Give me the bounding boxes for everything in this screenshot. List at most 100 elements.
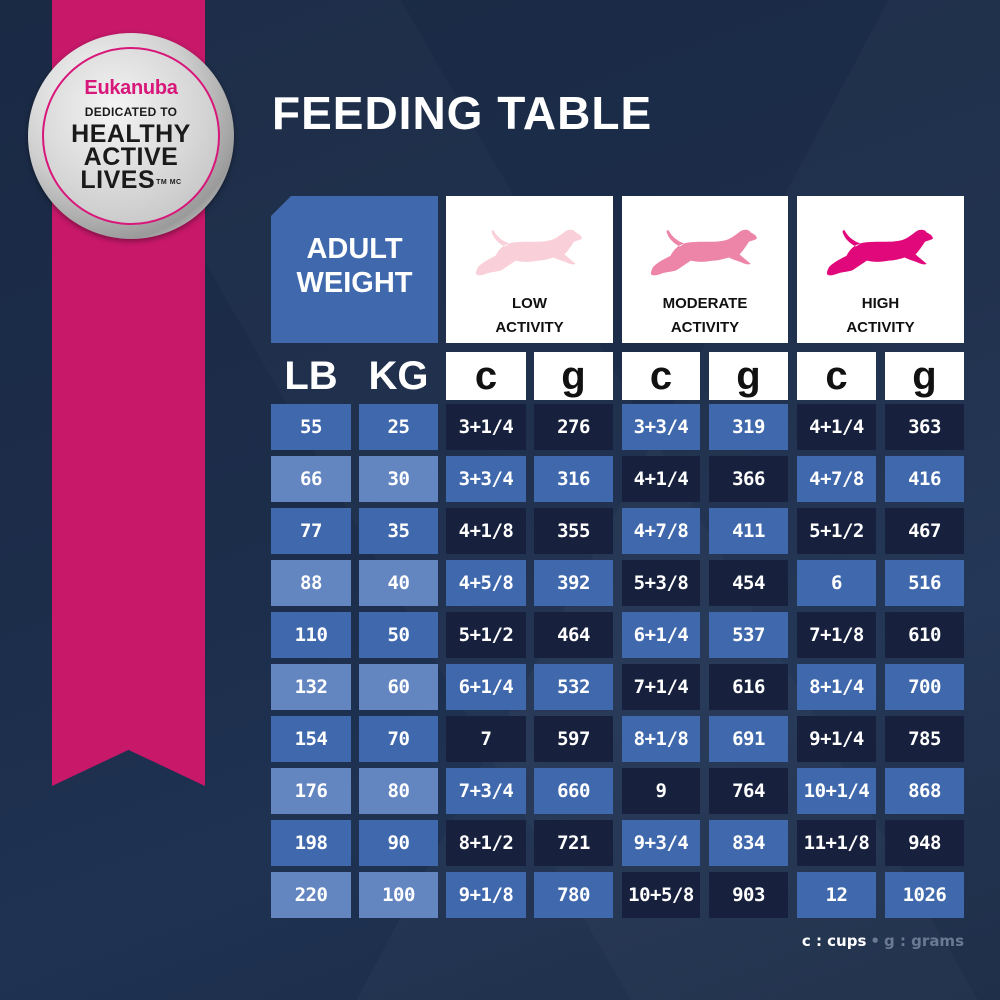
badge-word-lives: LIVESTM MC [80,165,182,194]
grams-column-header-high: g [885,352,964,400]
table-cell-low-c: 3+3/4 [446,456,526,502]
table-cell-high-g: 416 [885,456,964,502]
legend-grams: g : grams [884,932,964,950]
table-cell-mod-g: 537 [709,612,788,658]
table-cell-high-c: 9+1/4 [797,716,876,762]
table-cell-lb: 198 [271,820,351,866]
table-cell-mod-c: 3+3/4 [622,404,700,450]
table-cell-low-c: 7 [446,716,526,762]
cups-column-header-moderate: c [622,352,700,400]
table-cell-kg: 25 [359,404,438,450]
brand-badge: Eukanuba DEDICATED TO HEALTHY ACTIVE LIV… [28,33,234,239]
table-cell-low-c: 7+3/4 [446,768,526,814]
table-cell-lb: 66 [271,456,351,502]
activity-header-moderate: MODERATE ACTIVITY [622,196,788,343]
unit-legend: c : cups • g : grams [802,932,964,950]
table-cell-lb: 77 [271,508,351,554]
table-cell-mod-c: 4+1/4 [622,456,700,502]
table-cell-lb: 176 [271,768,351,814]
page-title: FEEDING TABLE [272,87,653,139]
table-cell-high-g: 868 [885,768,964,814]
legend-separator: • [870,932,880,950]
table-cell-mod-g: 903 [709,872,788,918]
table-cell-high-c: 10+1/4 [797,768,876,814]
table-cell-low-c: 3+1/4 [446,404,526,450]
table-cell-low-c: 4+5/8 [446,560,526,606]
table-cell-mod-g: 454 [709,560,788,606]
activity-label: LOW ACTIVITY [495,292,563,340]
table-cell-mod-c: 10+5/8 [622,872,700,918]
table-cell-high-g: 363 [885,404,964,450]
grams-column-header-moderate: g [709,352,788,400]
table-cell-low-c: 8+1/2 [446,820,526,866]
table-cell-mod-c: 7+1/4 [622,664,700,710]
table-cell-low-g: 660 [534,768,613,814]
table-cell-mod-c: 9+3/4 [622,820,700,866]
table-cell-high-c: 4+7/8 [797,456,876,502]
activity-label: HIGH ACTIVITY [846,292,914,340]
table-cell-mod-c: 6+1/4 [622,612,700,658]
table-cell-kg: 90 [359,820,438,866]
table-cell-kg: 30 [359,456,438,502]
table-cell-high-g: 1026 [885,872,964,918]
table-cell-low-g: 316 [534,456,613,502]
table-cell-low-g: 392 [534,560,613,606]
adult-weight-line1: ADULT [306,232,403,265]
table-cell-lb: 88 [271,560,351,606]
activity-label-line2: ACTIVITY [670,319,740,336]
table-cell-mod-g: 691 [709,716,788,762]
table-cell-high-g: 785 [885,716,964,762]
cups-column-header-high: c [797,352,876,400]
table-cell-mod-g: 319 [709,404,788,450]
table-cell-kg: 80 [359,768,438,814]
cups-column-header-low: c [446,352,526,400]
table-cell-high-g: 700 [885,664,964,710]
activity-label-line2: ACTIVITY [846,319,915,336]
badge-tagline: DEDICATED TO [84,104,178,119]
table-cell-low-g: 464 [534,612,613,658]
table-cell-kg: 100 [359,872,438,918]
badge-word-lives-text: LIVES [80,165,156,194]
activity-label-line1: MODERATE [662,295,748,312]
table-cell-mod-c: 4+7/8 [622,508,700,554]
activity-header-low: LOW ACTIVITY [446,196,613,343]
kg-column-header: KG [368,353,429,398]
table-cell-high-c: 12 [797,872,876,918]
table-cell-low-g: 597 [534,716,613,762]
activity-label: MODERATE ACTIVITY [663,292,748,340]
table-cell-low-g: 780 [534,872,613,918]
table-cell-low-c: 5+1/2 [446,612,526,658]
table-cell-mod-g: 616 [709,664,788,710]
table-cell-lb: 154 [271,716,351,762]
table-cell-mod-g: 411 [709,508,788,554]
table-cell-lb: 55 [271,404,351,450]
table-cell-high-c: 11+1/8 [797,820,876,866]
table-cell-low-g: 355 [534,508,613,554]
activity-label-line2: ACTIVITY [495,319,564,336]
running-dog-icon [650,229,757,276]
table-cell-kg: 35 [359,508,438,554]
activity-header-high: HIGH ACTIVITY [797,196,964,343]
adult-weight-header: ADULT WEIGHT [271,196,438,343]
table-cell-low-g: 532 [534,664,613,710]
table-cell-kg: 50 [359,612,438,658]
table-cell-high-g: 610 [885,612,964,658]
table-cell-kg: 60 [359,664,438,710]
table-cell-high-g: 516 [885,560,964,606]
running-dog-icon [475,229,582,276]
table-cell-mod-c: 9 [622,768,700,814]
running-dog-icon [826,229,933,276]
table-cell-low-c: 6+1/4 [446,664,526,710]
trademark-mark: TM MC [156,178,182,186]
table-cell-mod-g: 834 [709,820,788,866]
badge-word-healthy: HEALTHY [71,119,191,148]
table-cell-mod-c: 8+1/8 [622,716,700,762]
table-cell-low-c: 9+1/8 [446,872,526,918]
grams-column-header-low: g [534,352,613,400]
table-cell-lb: 110 [271,612,351,658]
badge-word-active: ACTIVE [83,142,179,171]
activity-label-line1: HIGH [861,295,900,312]
table-cell-low-g: 276 [534,404,613,450]
table-cell-low-g: 721 [534,820,613,866]
lb-column-header: LB [284,353,338,398]
